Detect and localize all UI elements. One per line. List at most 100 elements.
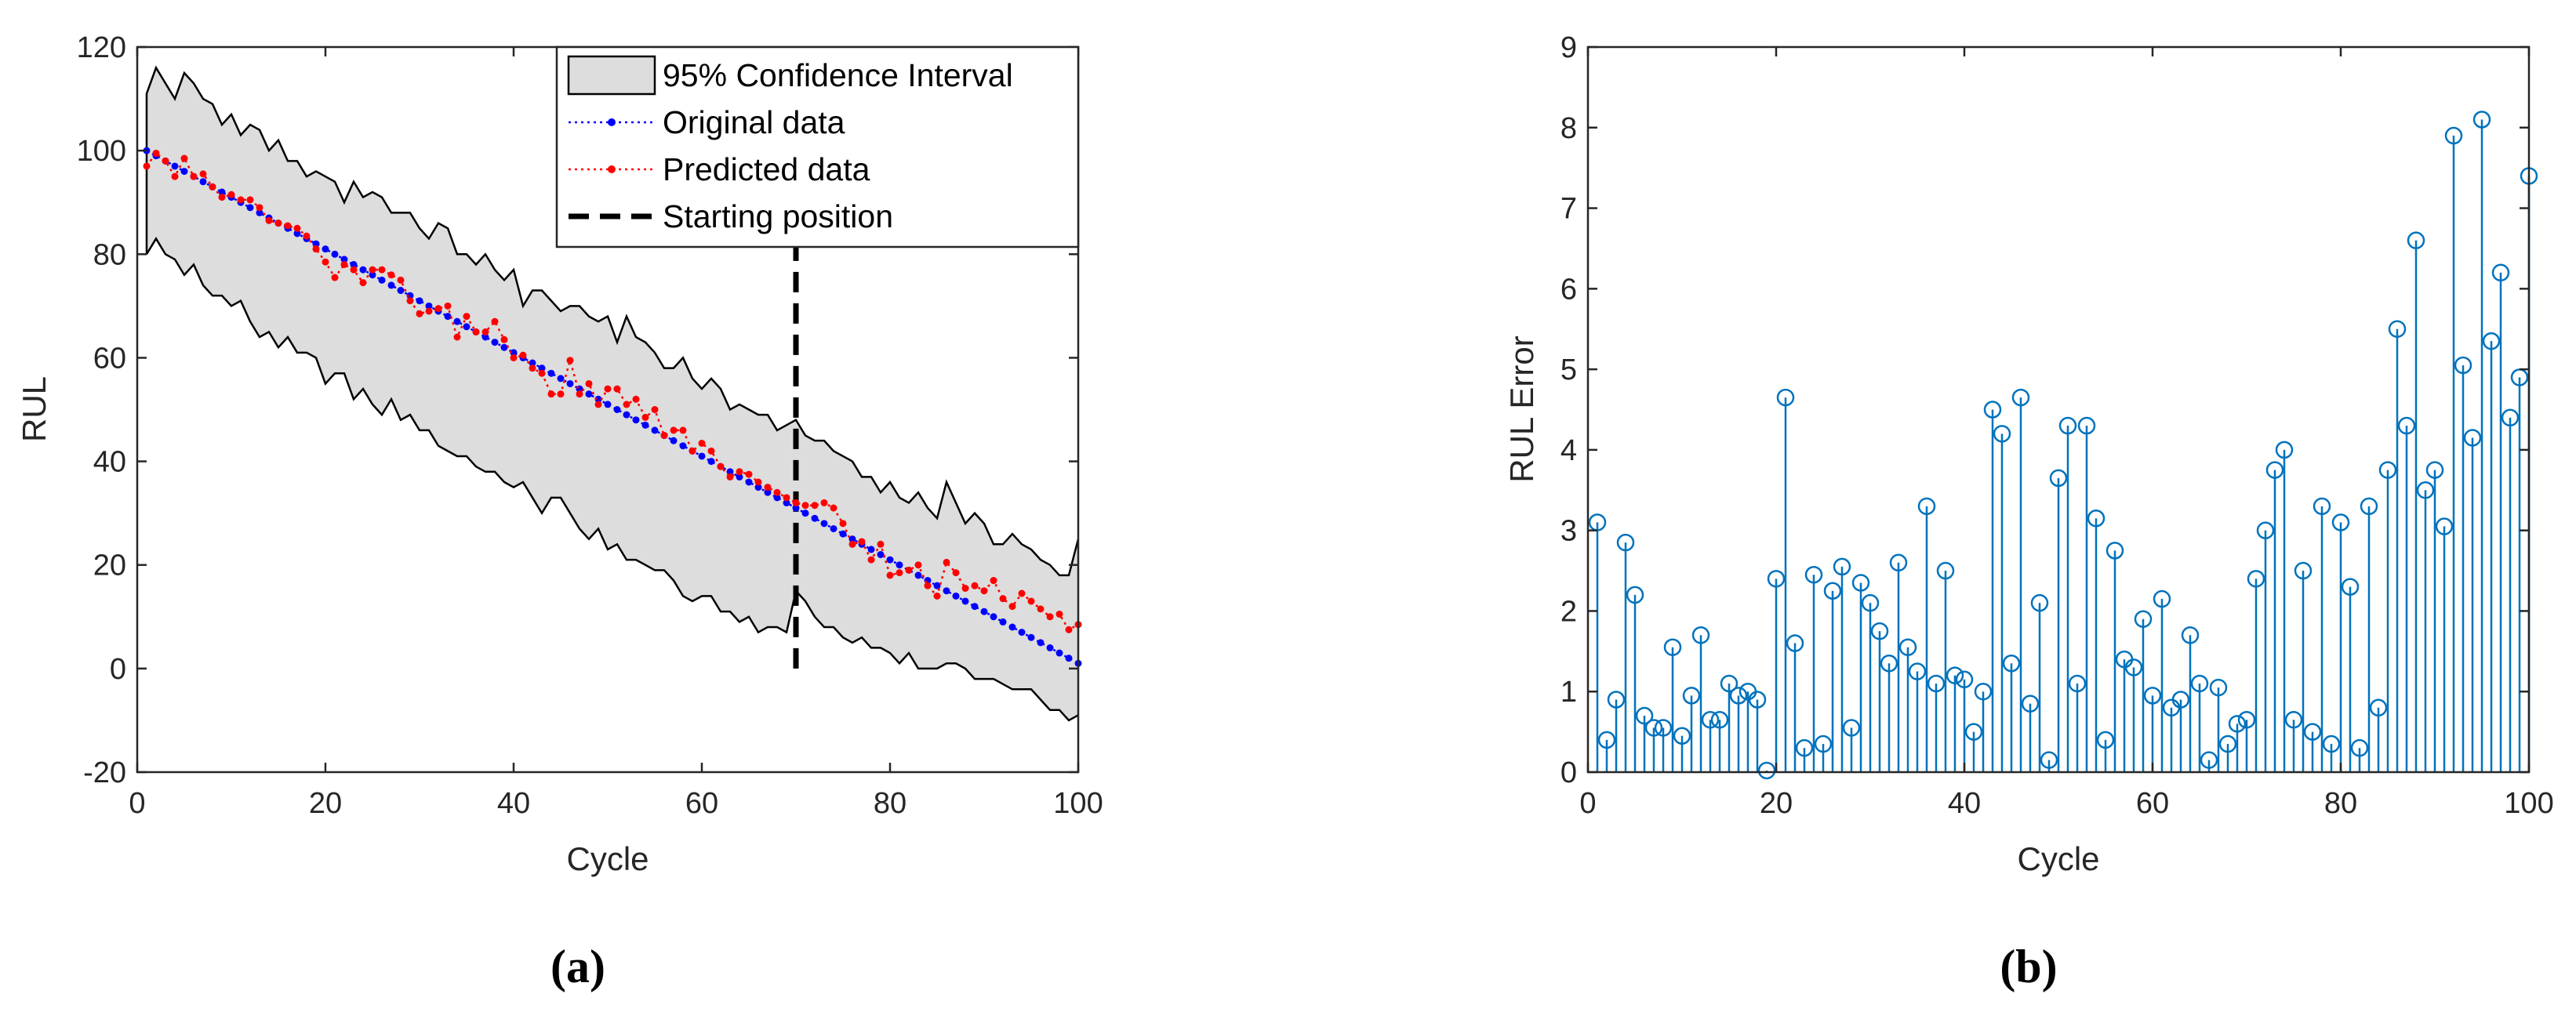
b-xtick-label: 0 xyxy=(1579,787,1596,820)
stem-marker xyxy=(2331,513,2350,531)
predicted-point xyxy=(434,305,442,313)
stem-marker xyxy=(2096,731,2115,749)
a-ytick-label: 60 xyxy=(93,342,126,375)
predicted-point xyxy=(369,266,376,274)
stem-marker xyxy=(1691,626,1710,644)
original-point xyxy=(877,551,885,558)
a-ytick-label: 80 xyxy=(93,238,126,271)
predicted-point xyxy=(961,584,969,592)
original-point xyxy=(623,411,630,419)
stem-marker xyxy=(2105,542,2124,560)
stem-marker xyxy=(2011,388,2030,407)
x-axis-label-b: Cycle xyxy=(2017,840,2099,877)
original-point xyxy=(246,204,254,212)
predicted-point xyxy=(180,154,188,162)
stem-marker xyxy=(1776,388,1795,407)
predicted-point xyxy=(651,406,659,413)
original-point xyxy=(171,162,179,170)
stem-marker xyxy=(1993,425,2011,443)
original-point xyxy=(698,452,706,460)
predicted-point xyxy=(322,258,329,266)
original-point xyxy=(773,494,781,502)
original-point xyxy=(990,613,997,621)
original-point xyxy=(547,369,555,377)
original-point xyxy=(811,514,819,522)
predicted-point xyxy=(1055,610,1063,618)
predicted-point xyxy=(641,413,649,421)
predicted-point xyxy=(557,390,565,398)
original-point xyxy=(557,375,565,383)
stem-marker xyxy=(2425,461,2444,479)
original-point xyxy=(651,426,659,434)
original-point xyxy=(848,535,856,543)
predicted-point xyxy=(613,385,621,393)
stem-marker xyxy=(1748,691,1767,709)
original-point xyxy=(510,349,518,357)
original-point xyxy=(980,608,988,615)
original-point xyxy=(463,323,471,331)
original-point xyxy=(839,530,847,538)
predicted-point xyxy=(566,357,574,365)
original-point xyxy=(491,339,499,346)
predicted-point xyxy=(886,571,894,579)
stem-marker xyxy=(2247,570,2265,588)
predicted-point xyxy=(246,196,254,204)
predicted-point xyxy=(171,172,179,180)
predicted-point xyxy=(152,149,160,157)
a-xtick-label: 80 xyxy=(874,787,907,820)
original-point xyxy=(359,266,367,274)
predicted-point xyxy=(397,276,405,284)
predicted-point xyxy=(143,162,151,170)
predicted-point xyxy=(406,297,414,305)
stem-marker xyxy=(1767,570,1786,588)
original-point xyxy=(613,406,621,413)
original-point xyxy=(1055,649,1063,657)
predicted-point xyxy=(350,266,358,274)
stem-marker xyxy=(1870,622,1889,640)
x-axis-label-a: Cycle xyxy=(566,840,649,877)
original-point xyxy=(726,468,734,476)
predicted-point xyxy=(585,379,593,387)
stem-marker xyxy=(2228,715,2247,733)
original-point xyxy=(322,245,329,253)
predicted-point xyxy=(162,157,169,165)
stem-marker xyxy=(1842,719,1861,737)
predicted-point xyxy=(340,261,348,268)
predicted-point xyxy=(792,499,800,506)
original-point xyxy=(1027,633,1035,641)
stem-marker xyxy=(2265,461,2284,479)
predicted-point xyxy=(867,556,875,564)
stem-marker xyxy=(1663,638,1682,656)
predicted-point xyxy=(284,222,292,230)
original-point xyxy=(594,395,602,403)
predicted-point xyxy=(707,447,715,455)
original-point xyxy=(736,473,743,481)
stem-marker xyxy=(2218,735,2237,753)
predicted-data-points xyxy=(143,149,1082,633)
stem-marker xyxy=(2190,674,2209,693)
original-point xyxy=(792,504,800,512)
stem-marker xyxy=(1898,638,1917,656)
predicted-point xyxy=(481,328,489,336)
predicted-point xyxy=(510,354,518,361)
predicted-point xyxy=(990,577,997,585)
predicted-point xyxy=(848,540,856,548)
original-point xyxy=(764,488,772,496)
original-point xyxy=(896,561,903,569)
predicted-point xyxy=(209,183,216,190)
legend-label-start: Starting position xyxy=(663,198,893,234)
stem-marker xyxy=(1851,574,1870,592)
stem-marker xyxy=(2294,561,2313,580)
b-ytick-label: 7 xyxy=(1560,193,1577,226)
stem-marker xyxy=(2463,429,2482,447)
y-axis-label-a: RUL xyxy=(16,376,53,442)
original-point xyxy=(397,287,405,295)
b-xtick-label: 20 xyxy=(1760,787,1793,820)
predicted-point xyxy=(218,194,226,201)
stem-marker xyxy=(1889,553,1908,572)
stem-marker xyxy=(2030,593,2049,612)
predicted-point xyxy=(905,566,913,574)
stem-marker xyxy=(2407,231,2425,249)
predicted-point xyxy=(425,307,433,315)
b-xtick-label: 40 xyxy=(1948,787,1981,820)
